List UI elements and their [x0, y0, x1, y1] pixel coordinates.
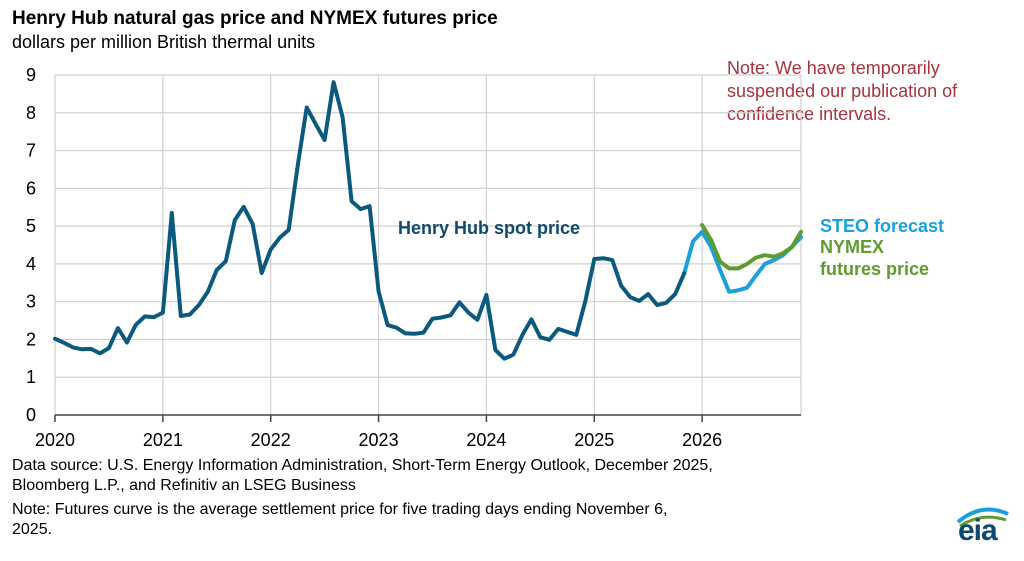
x-tick-label: 2020 [35, 430, 75, 450]
legend-nymex-line1: NYMEX [820, 237, 884, 257]
x-tick-label: 2022 [251, 430, 291, 450]
chart-subtitle: dollars per million British thermal unit… [12, 32, 316, 52]
eia-logo: eia [952, 500, 1012, 550]
suspension-note: Note: We have temporarily suspended our … [727, 58, 958, 124]
x-tick-label: 2021 [143, 430, 183, 450]
y-tick-label: 5 [26, 216, 36, 236]
y-tick-label: 4 [26, 254, 36, 274]
y-tick-label: 7 [26, 141, 36, 161]
axis-ticks: 0 1 2 3 4 5 6 7 8 9 2020 2021 2022 2023 2024 2025 2026 [26, 65, 801, 450]
y-tick-label: 0 [26, 405, 36, 425]
legend-steo-forecast: STEO forecast [820, 216, 944, 236]
series-line-henry-hub-spot-price [53, 80, 687, 361]
x-tick-label: 2025 [574, 430, 614, 450]
spot-price-label: Henry Hub spot price [398, 218, 580, 238]
y-tick-label: 1 [26, 367, 36, 387]
footnote-line1: Note: Futures curve is the average settl… [12, 501, 668, 518]
legend-nymex-line2: futures price [820, 259, 929, 279]
x-tick-label: 2024 [466, 430, 506, 450]
y-tick-label: 8 [26, 103, 36, 123]
footnote-line2: 2025. [12, 521, 53, 538]
gridlines [54, 74, 802, 415]
x-tick-label: 2026 [682, 430, 722, 450]
y-tick-label: 6 [26, 178, 36, 198]
x-tick-label: 2023 [359, 430, 399, 450]
series-line-nymex-futures-price [700, 223, 803, 271]
series-lines [53, 80, 803, 361]
series-line-steo-forecast [682, 229, 803, 294]
data-source-line2: Bloomberg L.P., and Refinitiv an LSEG Bu… [12, 477, 356, 494]
y-tick-label: 9 [26, 65, 36, 85]
y-tick-label: 3 [26, 292, 36, 312]
data-source-line1: Data source: U.S. Energy Information Adm… [12, 457, 713, 474]
y-tick-label: 2 [26, 329, 36, 349]
chart-title: Henry Hub natural gas price and NYMEX fu… [12, 8, 498, 29]
